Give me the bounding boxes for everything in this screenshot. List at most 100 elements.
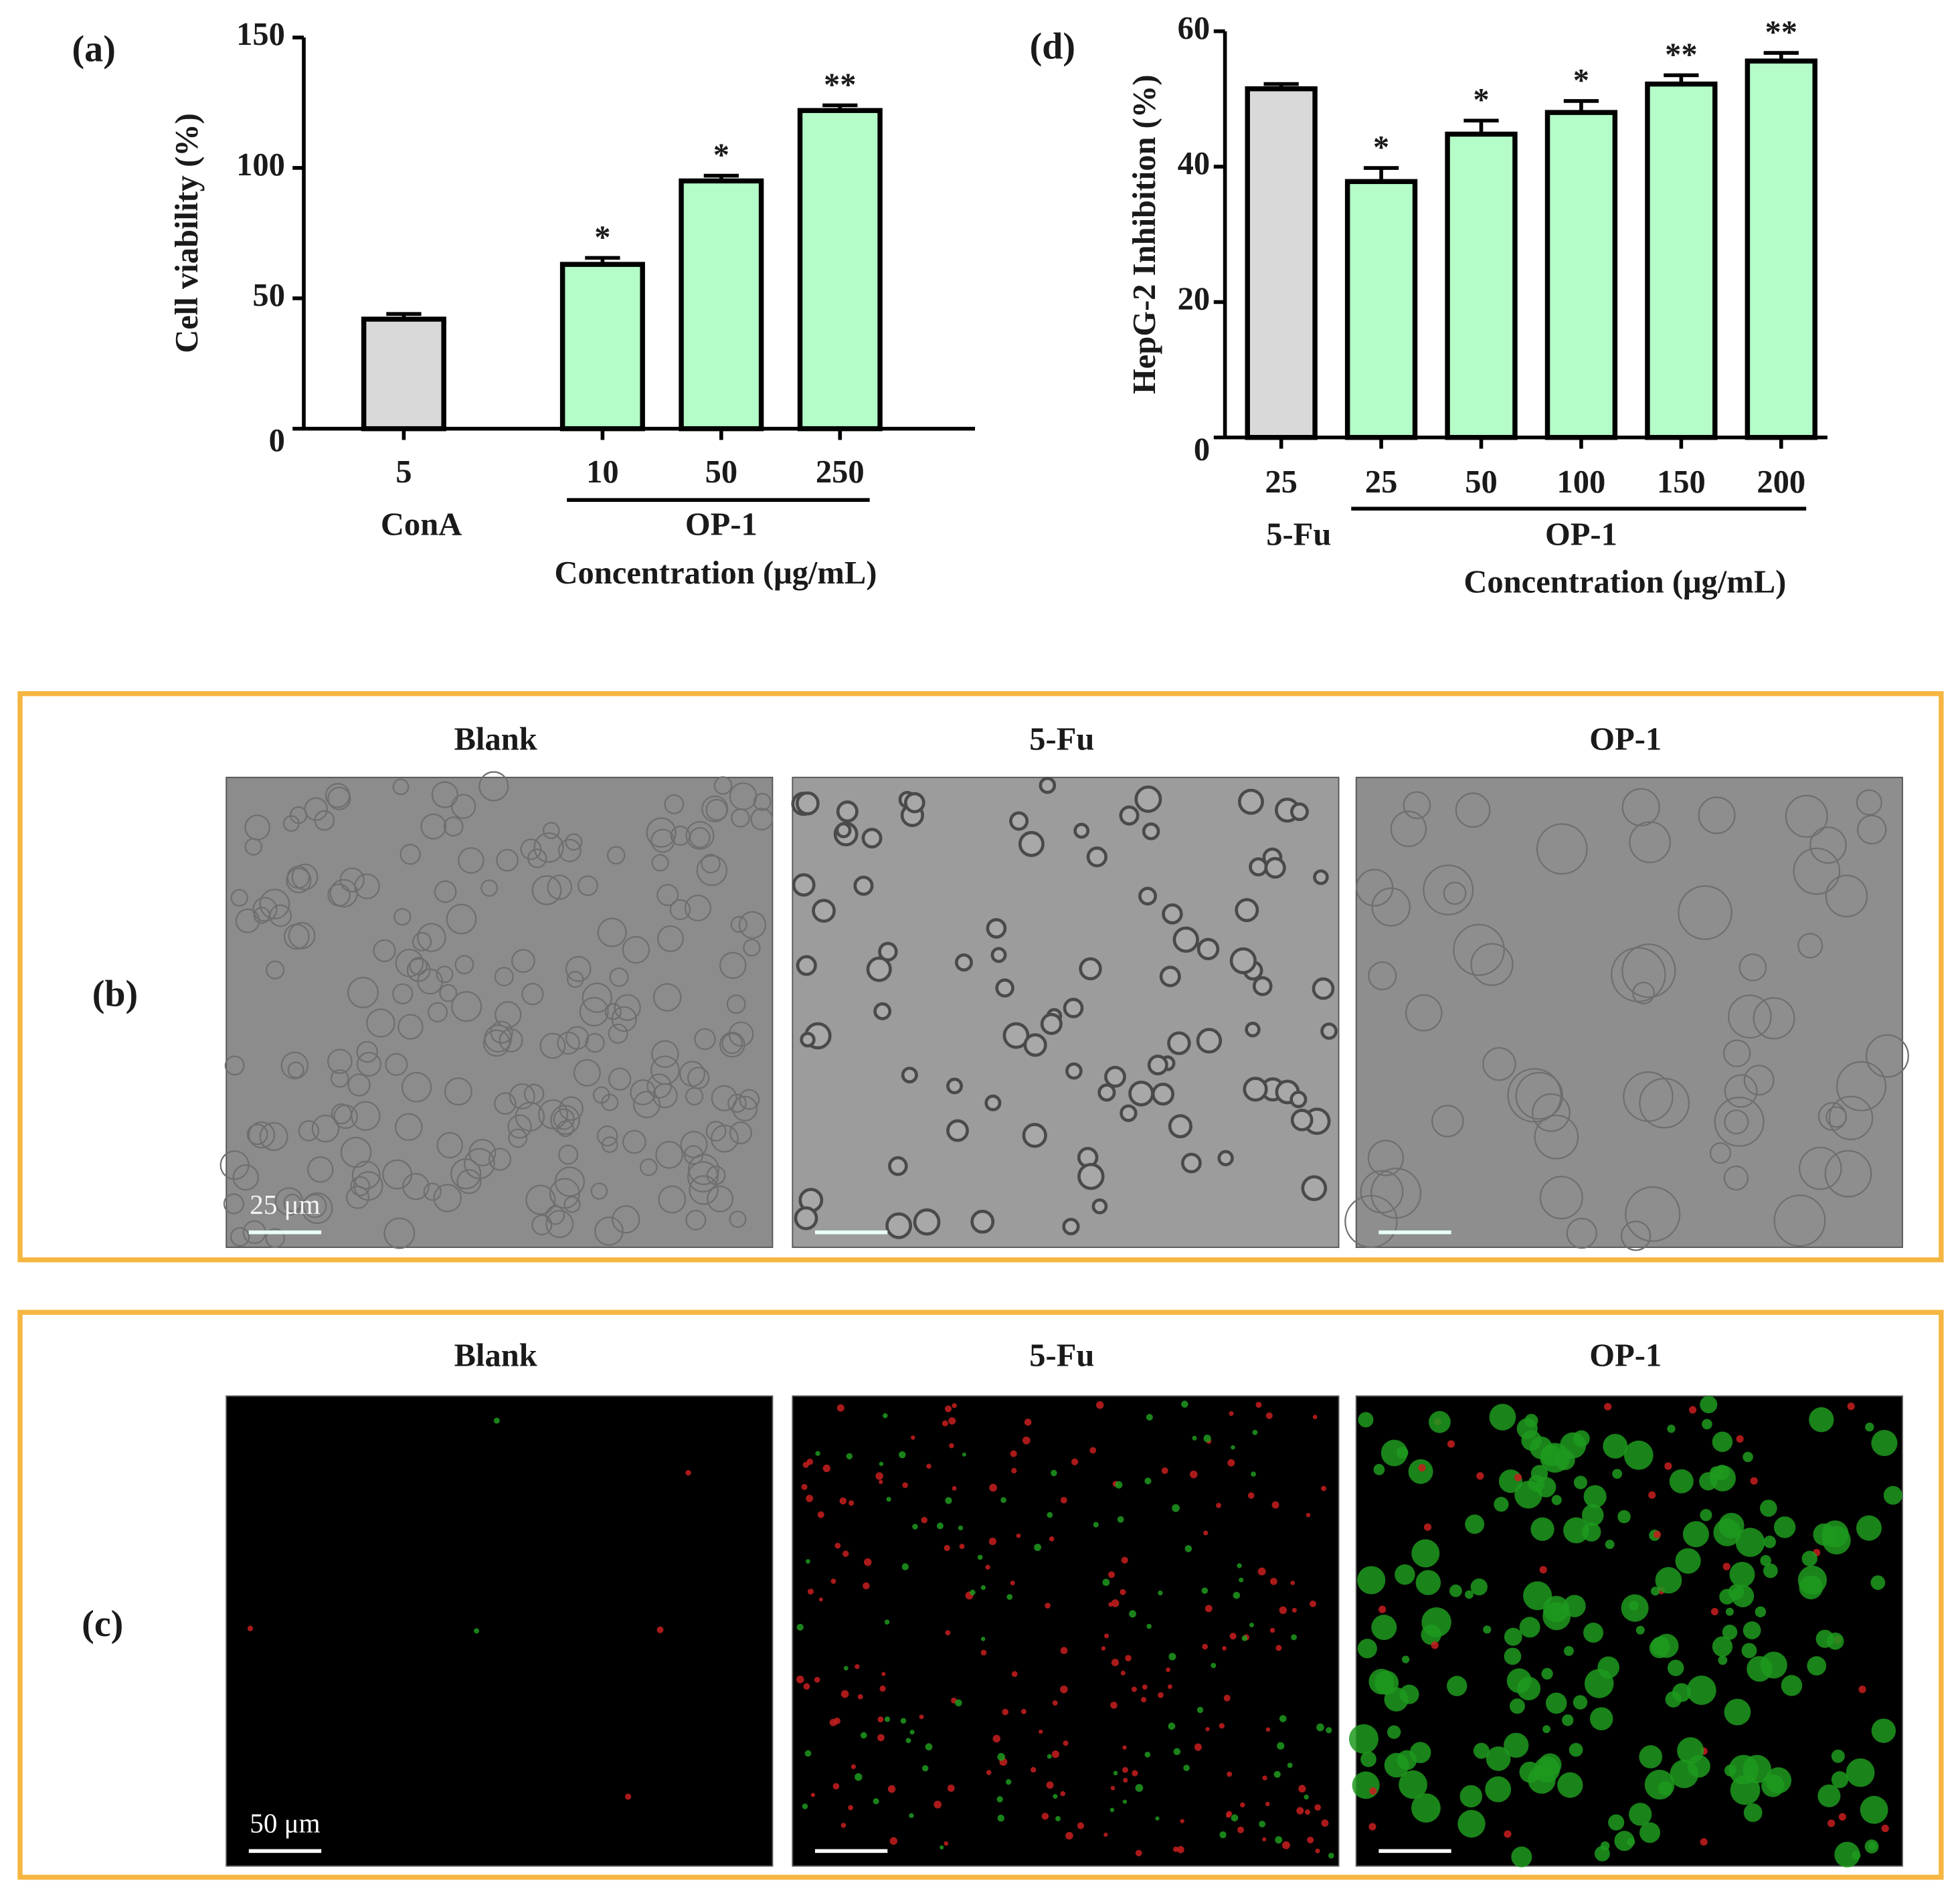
cell-signal <box>802 1461 809 1468</box>
cell-signal <box>1120 1670 1126 1676</box>
cell <box>1180 1152 1202 1174</box>
cell <box>539 1032 566 1059</box>
cell-signal <box>1670 1759 1699 1789</box>
cell-signal <box>1371 1615 1397 1641</box>
cell <box>1370 1168 1422 1219</box>
cell-signal <box>955 1699 962 1707</box>
cell <box>1168 1114 1192 1139</box>
cell <box>729 1210 747 1229</box>
cell <box>545 1210 574 1239</box>
cell <box>753 792 772 811</box>
cell <box>1470 943 1514 986</box>
image-background <box>792 1395 1340 1867</box>
cell-signal <box>1181 1400 1188 1408</box>
cell <box>711 1085 737 1111</box>
cell-signal <box>884 1716 891 1722</box>
cell-signal <box>846 1453 853 1460</box>
cell-signal <box>1583 1485 1607 1508</box>
cell-signal <box>842 1550 849 1557</box>
y-tick-label: 100 <box>236 147 285 183</box>
cell-signal <box>1702 1419 1712 1430</box>
cell-signal <box>1298 1785 1306 1793</box>
cell-signal <box>1761 1774 1785 1797</box>
cell-signal <box>1144 1751 1151 1758</box>
cell <box>1743 1065 1775 1096</box>
cell-signal <box>1060 1647 1068 1654</box>
cell-signal <box>1290 1580 1296 1585</box>
cell-signal <box>1348 1724 1378 1754</box>
cell <box>592 1086 610 1104</box>
cell <box>705 1121 727 1142</box>
cell-signal <box>1306 1512 1311 1518</box>
cell <box>1018 830 1045 857</box>
cell-signal <box>1223 1694 1231 1702</box>
cell <box>685 821 715 850</box>
cell-signal <box>1205 1727 1210 1732</box>
cell-signal <box>1240 1802 1245 1808</box>
cell-signal <box>1172 1846 1179 1852</box>
cell-signal <box>1108 1571 1116 1578</box>
cell <box>307 1156 334 1183</box>
cell-signal <box>947 1785 955 1792</box>
cell-signal <box>1177 1845 1184 1853</box>
cell <box>1367 1140 1404 1176</box>
cell-signal <box>1486 1746 1511 1771</box>
significance-mark: * <box>713 137 729 173</box>
cell <box>248 1121 276 1149</box>
cell-signal <box>1545 1692 1567 1714</box>
cell-signal <box>1504 1627 1522 1646</box>
cell-signal <box>919 1714 924 1720</box>
cell-signal <box>1141 1697 1147 1703</box>
cell-signal <box>1858 1686 1866 1694</box>
cell <box>443 816 464 837</box>
cell-signal <box>1675 1548 1701 1574</box>
cell-signal <box>1735 1528 1765 1557</box>
cell-signal <box>247 1625 254 1631</box>
cell <box>946 1077 963 1095</box>
cell-signal <box>1511 1846 1532 1868</box>
cell-signal <box>889 1837 898 1845</box>
cell-signal <box>804 1750 812 1757</box>
cell-signal <box>1750 1477 1758 1485</box>
cell <box>1217 1150 1234 1166</box>
cell-signal <box>1109 1807 1115 1813</box>
micrograph <box>791 776 1340 1249</box>
cell-signal <box>1815 1629 1834 1648</box>
cell <box>1229 947 1257 974</box>
cell-signal <box>1227 1771 1233 1777</box>
cell-signal <box>1211 1663 1217 1669</box>
cell-signal <box>1373 1463 1385 1475</box>
cell <box>1097 1083 1116 1102</box>
cell-signal <box>1166 1667 1171 1672</box>
cell <box>685 1209 707 1231</box>
cell-signal <box>1310 1600 1316 1607</box>
cell <box>713 776 733 795</box>
cell-signal <box>873 1798 879 1805</box>
cell <box>417 923 446 952</box>
cell <box>651 854 669 872</box>
cell <box>812 899 836 923</box>
cell <box>523 1083 545 1105</box>
cell-signal <box>1700 1838 1708 1846</box>
cell <box>496 848 519 872</box>
cell <box>266 960 285 980</box>
cell <box>444 1077 472 1106</box>
cell-signal <box>1807 1656 1827 1676</box>
cell <box>903 792 925 814</box>
cell <box>1828 1095 1874 1140</box>
cell-signal <box>1387 1725 1401 1739</box>
cell-signal <box>949 1443 954 1449</box>
cell-signal <box>1077 1822 1085 1829</box>
cell <box>1629 821 1671 863</box>
cell <box>794 1206 818 1231</box>
cell-signal <box>1233 1592 1241 1599</box>
cell-signal <box>1229 1411 1234 1417</box>
cell-signal <box>1551 1495 1562 1506</box>
cell <box>658 1185 687 1214</box>
cell <box>286 865 310 889</box>
cell-signal <box>822 1464 830 1473</box>
cell-signal <box>1117 1516 1124 1523</box>
cell-signal <box>937 1522 944 1530</box>
cell-signal <box>1203 1530 1209 1536</box>
cell-signal <box>1831 1771 1849 1789</box>
